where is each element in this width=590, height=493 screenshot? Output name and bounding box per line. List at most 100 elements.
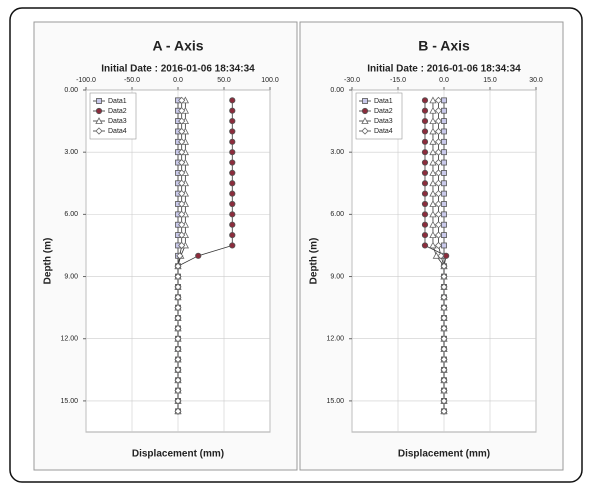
marker	[429, 96, 437, 104]
marker	[178, 169, 186, 177]
marker	[434, 190, 443, 198]
marker	[229, 242, 236, 249]
marker	[441, 190, 447, 197]
legend-label: Data3	[108, 118, 127, 125]
marker	[421, 149, 429, 156]
marker	[174, 355, 182, 364]
marker	[429, 106, 437, 114]
marker	[174, 324, 182, 332]
x-tick-label: -100.0	[76, 77, 96, 84]
x-tick-label: 50.0	[217, 77, 231, 84]
marker	[229, 200, 236, 208]
marker	[95, 117, 103, 124]
marker	[441, 128, 447, 135]
y-tick-label: 3.00	[330, 149, 344, 156]
y-tick-label: 6.00	[64, 211, 78, 218]
marker	[174, 293, 182, 301]
marker	[421, 138, 429, 145]
marker	[178, 158, 186, 167]
marker	[440, 304, 448, 312]
marker	[440, 407, 448, 415]
y-tick-label: 15.00	[326, 398, 344, 405]
marker	[421, 211, 429, 218]
marker	[178, 107, 186, 115]
marker	[429, 158, 437, 166]
marker	[174, 304, 182, 312]
marker	[421, 117, 429, 125]
marker	[434, 210, 443, 218]
marker	[429, 200, 437, 207]
marker	[421, 190, 429, 197]
marker	[434, 158, 443, 167]
marker	[178, 241, 186, 250]
legend-label: Data1	[374, 98, 393, 105]
marker	[229, 149, 236, 156]
marker	[361, 107, 369, 115]
marker	[229, 97, 236, 104]
marker	[434, 127, 443, 136]
legend-label: Data4	[108, 128, 127, 135]
marker	[178, 200, 186, 208]
marker	[440, 345, 448, 353]
marker	[441, 201, 447, 207]
legend-label: Data3	[374, 118, 393, 125]
marker	[421, 128, 429, 135]
marker	[441, 118, 447, 124]
marker	[174, 283, 182, 291]
marker	[95, 107, 103, 115]
marker	[440, 397, 448, 405]
legend-label: Data2	[374, 108, 393, 115]
marker	[440, 324, 448, 332]
marker	[96, 98, 102, 104]
marker	[437, 252, 445, 260]
legend-label: Data2	[108, 108, 127, 115]
marker	[434, 96, 443, 104]
marker	[174, 314, 182, 322]
marker	[440, 386, 448, 395]
x-axis-label: Displacement (mm)	[398, 449, 490, 460]
marker	[178, 231, 186, 239]
y-tick-label: 0.00	[330, 87, 344, 94]
legend-label: Data1	[108, 98, 127, 105]
marker	[229, 190, 236, 197]
marker	[441, 149, 447, 156]
marker	[229, 169, 236, 177]
marker	[174, 366, 182, 374]
marker	[441, 170, 447, 176]
marker	[229, 107, 236, 114]
marker	[174, 262, 182, 270]
marker	[429, 117, 437, 124]
marker	[429, 189, 437, 197]
marker	[440, 272, 448, 281]
marker	[434, 241, 443, 250]
marker	[229, 117, 236, 125]
marker	[229, 138, 236, 145]
x-tick-label: -15.0	[390, 77, 406, 84]
marker	[421, 107, 429, 114]
marker	[429, 241, 437, 249]
marker	[178, 210, 186, 218]
marker	[174, 397, 182, 405]
marker	[421, 221, 429, 228]
marker	[440, 262, 448, 270]
marker	[429, 169, 437, 176]
x-axis-label: Displacement (mm)	[132, 449, 224, 460]
marker	[434, 231, 443, 239]
marker	[429, 127, 437, 135]
marker	[440, 283, 448, 291]
marker	[174, 335, 182, 343]
marker	[178, 138, 186, 146]
marker	[434, 221, 443, 229]
marker	[441, 159, 447, 166]
marker	[95, 127, 103, 135]
chart-title: A - Axis	[152, 38, 203, 54]
marker	[429, 179, 437, 187]
marker	[174, 407, 182, 415]
marker	[440, 314, 448, 322]
chart-subtitle: Initial Date : 2016-01-06 18:34:34	[101, 64, 255, 75]
marker	[429, 210, 437, 218]
marker	[434, 169, 443, 177]
marker	[429, 137, 437, 145]
x-tick-label: 0.0	[439, 77, 449, 84]
